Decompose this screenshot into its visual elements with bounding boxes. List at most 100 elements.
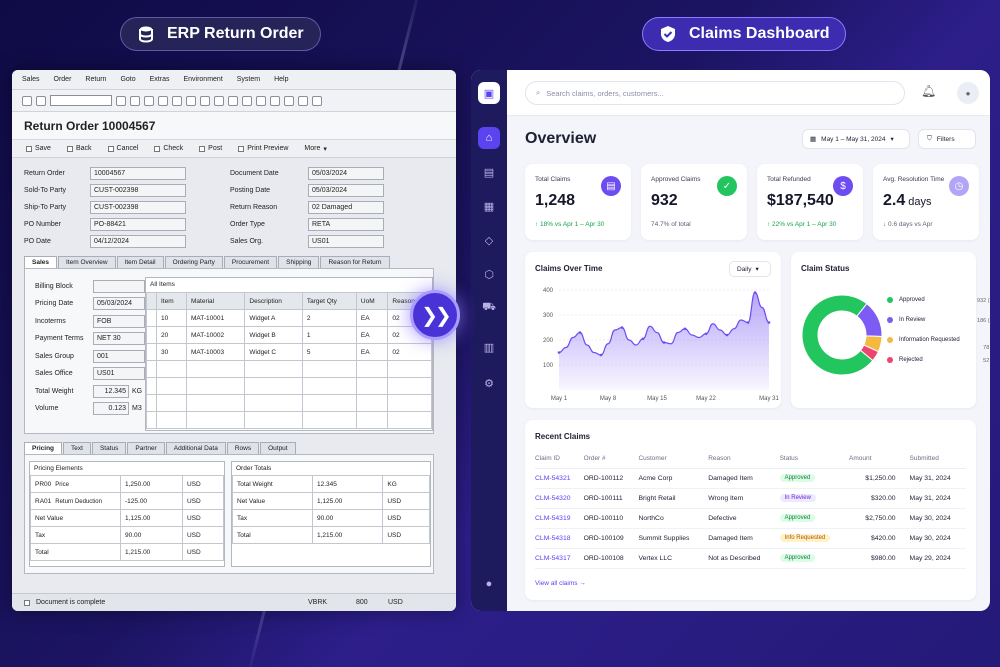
col-header[interactable]: Reason	[708, 450, 780, 469]
row-selector[interactable]	[146, 394, 157, 412]
table-cell[interactable]: EA	[355, 309, 389, 327]
col-header[interactable]: Order #	[583, 450, 639, 469]
data-point[interactable]	[746, 321, 750, 324]
dropdown-icon[interactable]	[36, 95, 46, 106]
table-cell[interactable]	[244, 360, 303, 378]
post-button[interactable]: Post	[199, 145, 222, 152]
table-cell[interactable]: EA	[355, 326, 389, 344]
kpi-card[interactable]: Total Refunded $187,540 ↑ 22% vs Apr 1 – A…	[757, 164, 863, 240]
package-icon[interactable]: ⬡	[484, 268, 494, 281]
table-cell[interactable]	[185, 377, 246, 395]
row-selector[interactable]	[146, 360, 157, 378]
layout-icon[interactable]	[312, 95, 322, 106]
field-input[interactable]: 001	[93, 349, 145, 363]
field-input[interactable]: RETA	[308, 217, 384, 231]
view-all-link[interactable]: View all claims →	[535, 580, 586, 587]
table-cell[interactable]	[156, 394, 187, 412]
field-input[interactable]	[93, 279, 145, 293]
table-cell[interactable]	[355, 411, 389, 429]
menu-item[interactable]: Order	[53, 76, 72, 83]
back-icon[interactable]	[130, 95, 140, 106]
table-cell[interactable]: 30	[156, 343, 187, 361]
data-point[interactable]	[767, 321, 771, 324]
data-point[interactable]	[578, 331, 582, 334]
table-cell[interactable]	[156, 377, 187, 395]
bell-icon[interactable]: 🔔︎	[921, 84, 937, 98]
table-row[interactable]	[146, 360, 432, 378]
claim-id-link[interactable]: CLM-54320	[535, 488, 584, 509]
tab-item[interactable]: Item Overview	[58, 256, 116, 268]
table-cell[interactable]	[387, 411, 432, 429]
truck-icon[interactable]: ⛟	[482, 301, 496, 313]
table-cell[interactable]: MAT-10003	[185, 343, 246, 361]
table-cell[interactable]: 10	[156, 309, 187, 327]
home-icon[interactable]: ⌂	[478, 127, 500, 149]
table-row[interactable]	[146, 411, 432, 429]
col-header[interactable]: Status	[779, 450, 849, 469]
col-header[interactable]: Customer	[638, 450, 709, 469]
command-field[interactable]	[50, 95, 112, 106]
menu-item[interactable]: Goto	[120, 76, 136, 83]
data-point[interactable]	[704, 332, 708, 336]
table-cell[interactable]	[185, 411, 246, 429]
tab-item[interactable]: Additional Data	[165, 442, 226, 454]
box-icon[interactable]: ◇	[484, 234, 494, 247]
kpi-card[interactable]: Avg. Resolution Time 2.4 days ↓ 0.6 days vs…	[873, 164, 979, 240]
tab-item[interactable]: Rows	[226, 442, 260, 454]
tab-item[interactable]: Reason for Return	[320, 256, 390, 268]
table-cell[interactable]: 2	[301, 309, 357, 327]
enter-icon[interactable]	[22, 95, 32, 106]
table-cell[interactable]	[185, 394, 246, 412]
field-input[interactable]: US01	[308, 234, 384, 248]
data-point[interactable]	[753, 291, 757, 294]
gear-icon[interactable]: ⚙	[484, 377, 494, 390]
table-cell[interactable]	[387, 377, 432, 395]
tab-item[interactable]: Shipping	[278, 256, 320, 268]
table-row[interactable]: 20 MAT-10002 Widget B 1 EA 02	[146, 326, 432, 344]
table-cell[interactable]	[244, 394, 303, 412]
table-cell[interactable]: MAT-10001	[185, 309, 246, 327]
tab-item[interactable]: Text	[63, 442, 91, 454]
pie-slice[interactable]	[801, 294, 874, 376]
row-selector[interactable]	[146, 309, 157, 327]
kpi-card[interactable]: Approved Claims 932 74.7% of total ✓	[641, 164, 747, 240]
table-row[interactable]: 10 MAT-10001 Widget A 2 EA 02	[146, 309, 432, 327]
tab-item[interactable]: Procurement	[223, 256, 278, 268]
exit-icon[interactable]	[144, 95, 154, 106]
filters-button[interactable]: ⛉ Filters	[918, 129, 976, 149]
back-button[interactable]: Back	[66, 145, 92, 152]
field-input[interactable]: CUST-002398	[90, 200, 186, 214]
table-cell[interactable]	[301, 411, 357, 429]
data-point[interactable]	[620, 326, 624, 329]
menu-item[interactable]: Environment	[183, 76, 223, 83]
tab-item[interactable]: Sales	[24, 256, 57, 268]
claim-id-link[interactable]: CLM-54321	[535, 468, 584, 489]
next-page-icon[interactable]	[242, 95, 252, 106]
user-icon[interactable]: ●	[485, 578, 493, 590]
tab-item[interactable]: Partner	[127, 442, 165, 454]
tab-item[interactable]: Output	[260, 442, 296, 454]
pie-slice[interactable]	[859, 344, 880, 362]
col-header[interactable]: Target Qty	[301, 292, 357, 310]
field-input[interactable]: 12.345	[93, 384, 129, 398]
tab-item[interactable]: Item Detail	[116, 256, 164, 268]
field-input[interactable]: CUST-002398	[90, 183, 186, 197]
menu-item[interactable]: System	[236, 76, 261, 83]
briefcase-icon[interactable]: ▤	[483, 166, 495, 179]
period-select[interactable]: Daily ▾	[729, 261, 771, 277]
tab-item[interactable]: Status	[91, 442, 127, 454]
find-next-icon[interactable]	[200, 95, 210, 106]
claim-id-link[interactable]: CLM-54318	[535, 528, 584, 549]
claim-id-link[interactable]: CLM-54317	[535, 548, 584, 569]
row-selector[interactable]	[146, 326, 157, 344]
table-cell[interactable]	[185, 360, 246, 378]
field-input[interactable]: 0.123	[93, 402, 129, 415]
field-input[interactable]: 05/03/2024	[308, 166, 384, 180]
table-cell[interactable]: 5	[301, 343, 357, 361]
table-row[interactable]: CLM-54317 ORD-100108 Vertex LLC Not as Desc…	[535, 548, 966, 569]
print-preview-button[interactable]: Print Preview	[238, 145, 288, 152]
col-header[interactable]: Material	[185, 292, 246, 310]
save-button[interactable]: Save	[26, 145, 51, 152]
table-cell[interactable]	[387, 360, 432, 378]
row-selector[interactable]	[146, 343, 157, 361]
